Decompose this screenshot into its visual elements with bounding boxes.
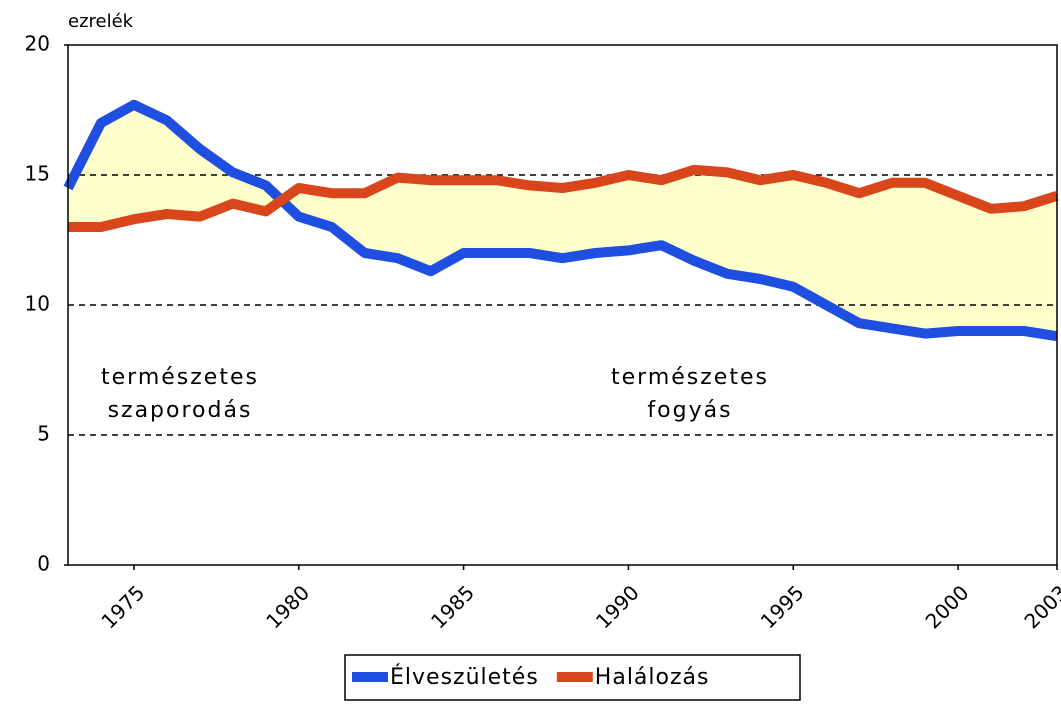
x-tick-label: 1985 <box>426 580 479 633</box>
y-axis-label: ezrelék <box>68 11 134 32</box>
x-tick-label: 2003 <box>1019 580 1061 633</box>
annotation: szaporodás <box>108 398 253 423</box>
line-series <box>68 164 1059 232</box>
x-tick-label: 1975 <box>96 580 149 633</box>
x-tick-label: 1980 <box>261 580 314 633</box>
annotation: természetes <box>101 365 259 390</box>
legend-label: Halálozás <box>595 665 710 690</box>
y-tick-label: 20 <box>25 32 50 56</box>
y-tick-label: 15 <box>25 162 50 186</box>
annotation: természetes <box>611 365 769 390</box>
x-tick-label: 1995 <box>756 580 809 633</box>
y-tick-label: 5 <box>37 422 50 446</box>
fill-between <box>68 104 1057 337</box>
x-tick-label: 1990 <box>591 580 644 633</box>
plot-frame <box>67 44 1058 566</box>
x-tick-label: 2000 <box>921 580 974 633</box>
annotation: fogyás <box>647 398 732 423</box>
y-tick-label: 0 <box>37 552 50 576</box>
y-tick-label: 10 <box>25 292 50 316</box>
line-series <box>63 99 1058 342</box>
legend-label: Élveszületés <box>390 664 539 690</box>
